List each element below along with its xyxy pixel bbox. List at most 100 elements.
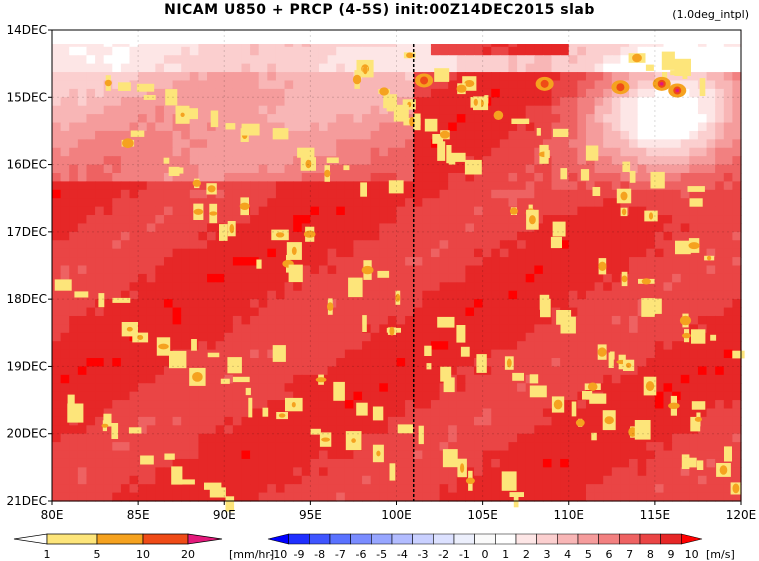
wind-cell <box>474 240 484 250</box>
wind-cell <box>241 88 251 98</box>
wind-cell <box>267 172 277 182</box>
wind-cell <box>284 358 294 368</box>
wind-cell <box>77 97 88 107</box>
wind-cell <box>387 88 398 98</box>
wind-cell <box>120 181 131 191</box>
wind-cell <box>534 315 544 325</box>
wind-cell <box>396 282 406 292</box>
wind-cell <box>456 366 466 376</box>
wind-cell <box>672 425 682 435</box>
wind-cell <box>465 63 475 73</box>
wind-cell <box>551 88 561 98</box>
wind-cell <box>275 181 286 191</box>
wind-cell <box>413 198 423 208</box>
wind-cell <box>336 257 346 267</box>
wind-cell <box>491 282 501 292</box>
wind-cell <box>258 257 268 267</box>
wind-colorbar-swatch <box>371 533 393 545</box>
wind-cell <box>715 189 725 199</box>
wind-cell <box>611 416 622 426</box>
wind-cell <box>293 307 303 317</box>
wind-cell <box>344 315 355 325</box>
wind-cell <box>508 299 518 309</box>
wind-cell <box>258 88 268 98</box>
wind-cell <box>465 215 475 225</box>
wind-cell <box>318 265 329 275</box>
precip-cell <box>192 372 203 382</box>
wind-cell <box>95 433 105 443</box>
wind-cell <box>499 299 510 309</box>
wind-cell <box>353 181 363 191</box>
wind-cell <box>508 265 518 275</box>
wind-cell <box>405 130 415 140</box>
wind-cell <box>525 307 535 317</box>
wind-cell <box>525 257 535 267</box>
y-tick-label: 18DEC <box>7 292 47 306</box>
wind-cell <box>629 458 639 468</box>
wind-cell <box>232 265 243 275</box>
wind-cell <box>508 139 518 149</box>
wind-cell <box>611 164 622 174</box>
wind-cell <box>310 324 320 334</box>
wind-cell <box>474 282 484 292</box>
wind-cell <box>336 147 346 157</box>
wind-cell <box>310 366 320 376</box>
wind-cell <box>611 366 622 376</box>
wind-cell <box>327 46 337 56</box>
wind-cell <box>241 273 251 283</box>
wind-cell <box>293 63 303 73</box>
wind-cell <box>120 408 131 418</box>
wind-cell <box>86 391 96 401</box>
wind-cell <box>250 425 260 435</box>
wind-cell <box>258 215 268 225</box>
wind-cell <box>422 425 432 435</box>
wind-cell <box>706 223 716 233</box>
wind-cell <box>327 433 337 443</box>
wind-cell <box>413 164 423 174</box>
wind-cell <box>448 55 458 65</box>
wind-cell <box>215 349 225 359</box>
wind-cell <box>232 122 243 132</box>
wind-cell <box>637 349 647 359</box>
wind-cell <box>396 88 406 98</box>
wind-cell <box>672 324 682 334</box>
wind-cell <box>95 358 105 368</box>
wind-cell <box>560 475 570 485</box>
wind-cell <box>189 265 200 275</box>
wind-cell <box>491 442 501 452</box>
wind-cell <box>430 273 441 283</box>
wind-cell <box>344 391 355 401</box>
wind-cell <box>637 324 647 334</box>
wind-cell <box>224 198 234 208</box>
wind-cell <box>224 130 234 140</box>
wind-cell <box>603 299 613 309</box>
wind-cell <box>637 130 647 140</box>
wind-cell <box>353 97 363 107</box>
wind-cell <box>697 408 708 418</box>
wind-cell <box>654 349 665 359</box>
wind-cell <box>327 206 337 216</box>
wind-cell <box>706 257 716 267</box>
wind-cell <box>525 46 535 56</box>
wind-cell <box>577 349 587 359</box>
wind-cell <box>629 467 639 477</box>
wind-cell <box>60 139 70 149</box>
wind-cell <box>215 181 225 191</box>
wind-cell <box>207 231 217 241</box>
x-tick-label: 115E <box>640 508 671 522</box>
wind-cell <box>525 467 535 477</box>
wind-cell <box>430 55 441 65</box>
wind-cell <box>448 299 458 309</box>
wind-cell <box>224 416 234 426</box>
wind-cell <box>422 198 432 208</box>
wind-cell <box>663 156 673 166</box>
wind-cell <box>551 458 561 468</box>
wind-cell <box>379 55 389 65</box>
wind-cell <box>310 442 320 452</box>
wind-cell <box>430 198 441 208</box>
wind-cell <box>413 231 423 241</box>
x-tick-label: 105E <box>467 508 498 522</box>
wind-cell <box>293 139 303 149</box>
wind-cell <box>60 315 70 325</box>
wind-cell <box>542 408 553 418</box>
